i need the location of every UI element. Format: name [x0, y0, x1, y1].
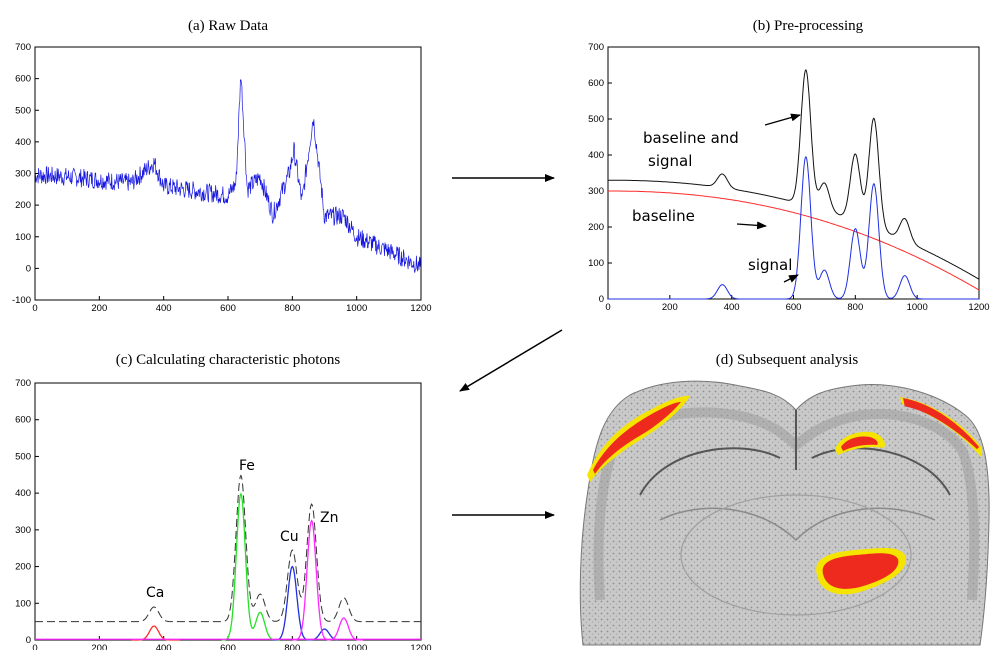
- chart-characteristic-photons: 0 200 400 600 800 1000 1200 0 100 200 300 400 500 600…: [15, 378, 431, 650]
- model-fit-dashed-line: [35, 474, 421, 623]
- x-tick-label: 800: [847, 302, 863, 313]
- x-tick-label: 600: [220, 303, 236, 314]
- panel-b-title: (b) Pre-processing: [753, 18, 864, 34]
- hippocampus-left: [639, 447, 781, 496]
- label-signal: signal: [748, 256, 792, 274]
- x-tick-label: 1200: [968, 302, 989, 313]
- x-tick-label: 200: [91, 643, 107, 650]
- label-baseline: baseline: [632, 207, 695, 225]
- x-tick-label: 200: [91, 303, 107, 314]
- y-tick-label: 600: [15, 415, 31, 426]
- x-tick-label: 1200: [410, 643, 431, 650]
- y-tick-label: 700: [588, 42, 604, 53]
- label-zn: Zn: [320, 510, 338, 526]
- panel-c-title: (c) Calculating characteristic photons: [116, 352, 341, 368]
- brain-inner-structure: [659, 507, 936, 542]
- y-tick-label: 500: [588, 114, 604, 125]
- label-baseline-and-signal-2: signal: [648, 152, 692, 170]
- raw-data-line: [34, 79, 421, 273]
- x-tick-label: 400: [724, 302, 740, 313]
- signal-line: [608, 155, 979, 300]
- y-tick-label: 600: [588, 78, 604, 89]
- y-tick-label: 300: [15, 169, 31, 180]
- y-tick-label: 200: [15, 562, 31, 573]
- plot-frame: [34, 382, 422, 641]
- label-ca: Ca: [146, 585, 164, 601]
- y-tick-label: 100: [15, 598, 31, 609]
- y-tick-label: -100: [12, 295, 31, 306]
- y-tick-label: 400: [588, 150, 604, 161]
- x-tick-label: 1000: [907, 302, 928, 313]
- arrow-baseline: [736, 221, 767, 230]
- label-baseline-and-signal: baseline and: [643, 129, 739, 147]
- panel-d-title: (d) Subsequent analysis: [716, 352, 859, 368]
- y-tick-label: 500: [15, 105, 31, 116]
- x-tick-label: 1200: [410, 303, 431, 314]
- brain-section-image: [579, 380, 990, 646]
- y-tick-label: 500: [15, 451, 31, 462]
- heatmap-region-right-cortex-core: [903, 398, 980, 450]
- arrow-b-to-c: [459, 329, 563, 392]
- y-tick-label: 0: [26, 263, 31, 274]
- y-tick-label: 0: [599, 294, 604, 305]
- y-tick-label: 700: [15, 42, 31, 53]
- y-tick-label: 700: [15, 378, 31, 389]
- heatmap-region-center-top-core: [841, 436, 878, 451]
- y-tick-label: 400: [15, 137, 31, 148]
- arrow-baseline-and-signal: [764, 113, 801, 126]
- panel-a-title: (a) Raw Data: [188, 18, 268, 34]
- y-tick-label: 200: [15, 200, 31, 211]
- y-tick-label: 400: [15, 488, 31, 499]
- y-tick-label: 300: [588, 186, 604, 197]
- chart-pre-processing: 0 200 400 600 800 1000 1200 0 100 200 300 400 500 600…: [588, 42, 989, 313]
- plot-frame: [34, 46, 422, 301]
- x-tick-label: 0: [32, 643, 37, 650]
- x-tick-label: 800: [284, 643, 300, 650]
- ca-peak-line: [131, 625, 180, 641]
- heatmap-region-left-cortex-core: [593, 402, 681, 474]
- y-tick-label: 300: [15, 525, 31, 536]
- x-tick-label: 200: [662, 302, 678, 313]
- y-tick-label: 100: [15, 232, 31, 243]
- x-tick-label: 600: [786, 302, 802, 313]
- brain-thalamus: [680, 494, 912, 616]
- y-tick-label: 100: [588, 258, 604, 269]
- x-tick-label: 1000: [346, 643, 367, 650]
- baseline-line: [608, 190, 980, 291]
- hippocampus-right: [811, 447, 951, 496]
- label-cu: Cu: [280, 529, 299, 545]
- y-tick-label: 200: [588, 222, 604, 233]
- x-tick-label: 600: [220, 643, 236, 650]
- chart-raw-data: 0 200 400 600 800 1000 1200-100010020030040050…: [12, 42, 432, 314]
- baseline-and-signal-line: [608, 68, 980, 280]
- y-tick-label: 0: [26, 635, 31, 646]
- x-tick-label: 0: [605, 302, 610, 313]
- arrow-signal: [783, 274, 799, 283]
- zn-peak-line: [292, 519, 364, 641]
- label-fe: Fe: [239, 458, 255, 474]
- x-tick-label: 0: [32, 303, 37, 314]
- x-tick-label: 1000: [346, 303, 367, 314]
- plot-frame: [607, 46, 980, 300]
- fe-peak-line: [221, 492, 280, 641]
- heatmap-region-lower-core: [822, 553, 899, 589]
- x-tick-label: 800: [284, 303, 300, 314]
- x-tick-label: 400: [156, 643, 172, 650]
- x-tick-label: 400: [156, 303, 172, 314]
- y-tick-label: 600: [15, 74, 31, 85]
